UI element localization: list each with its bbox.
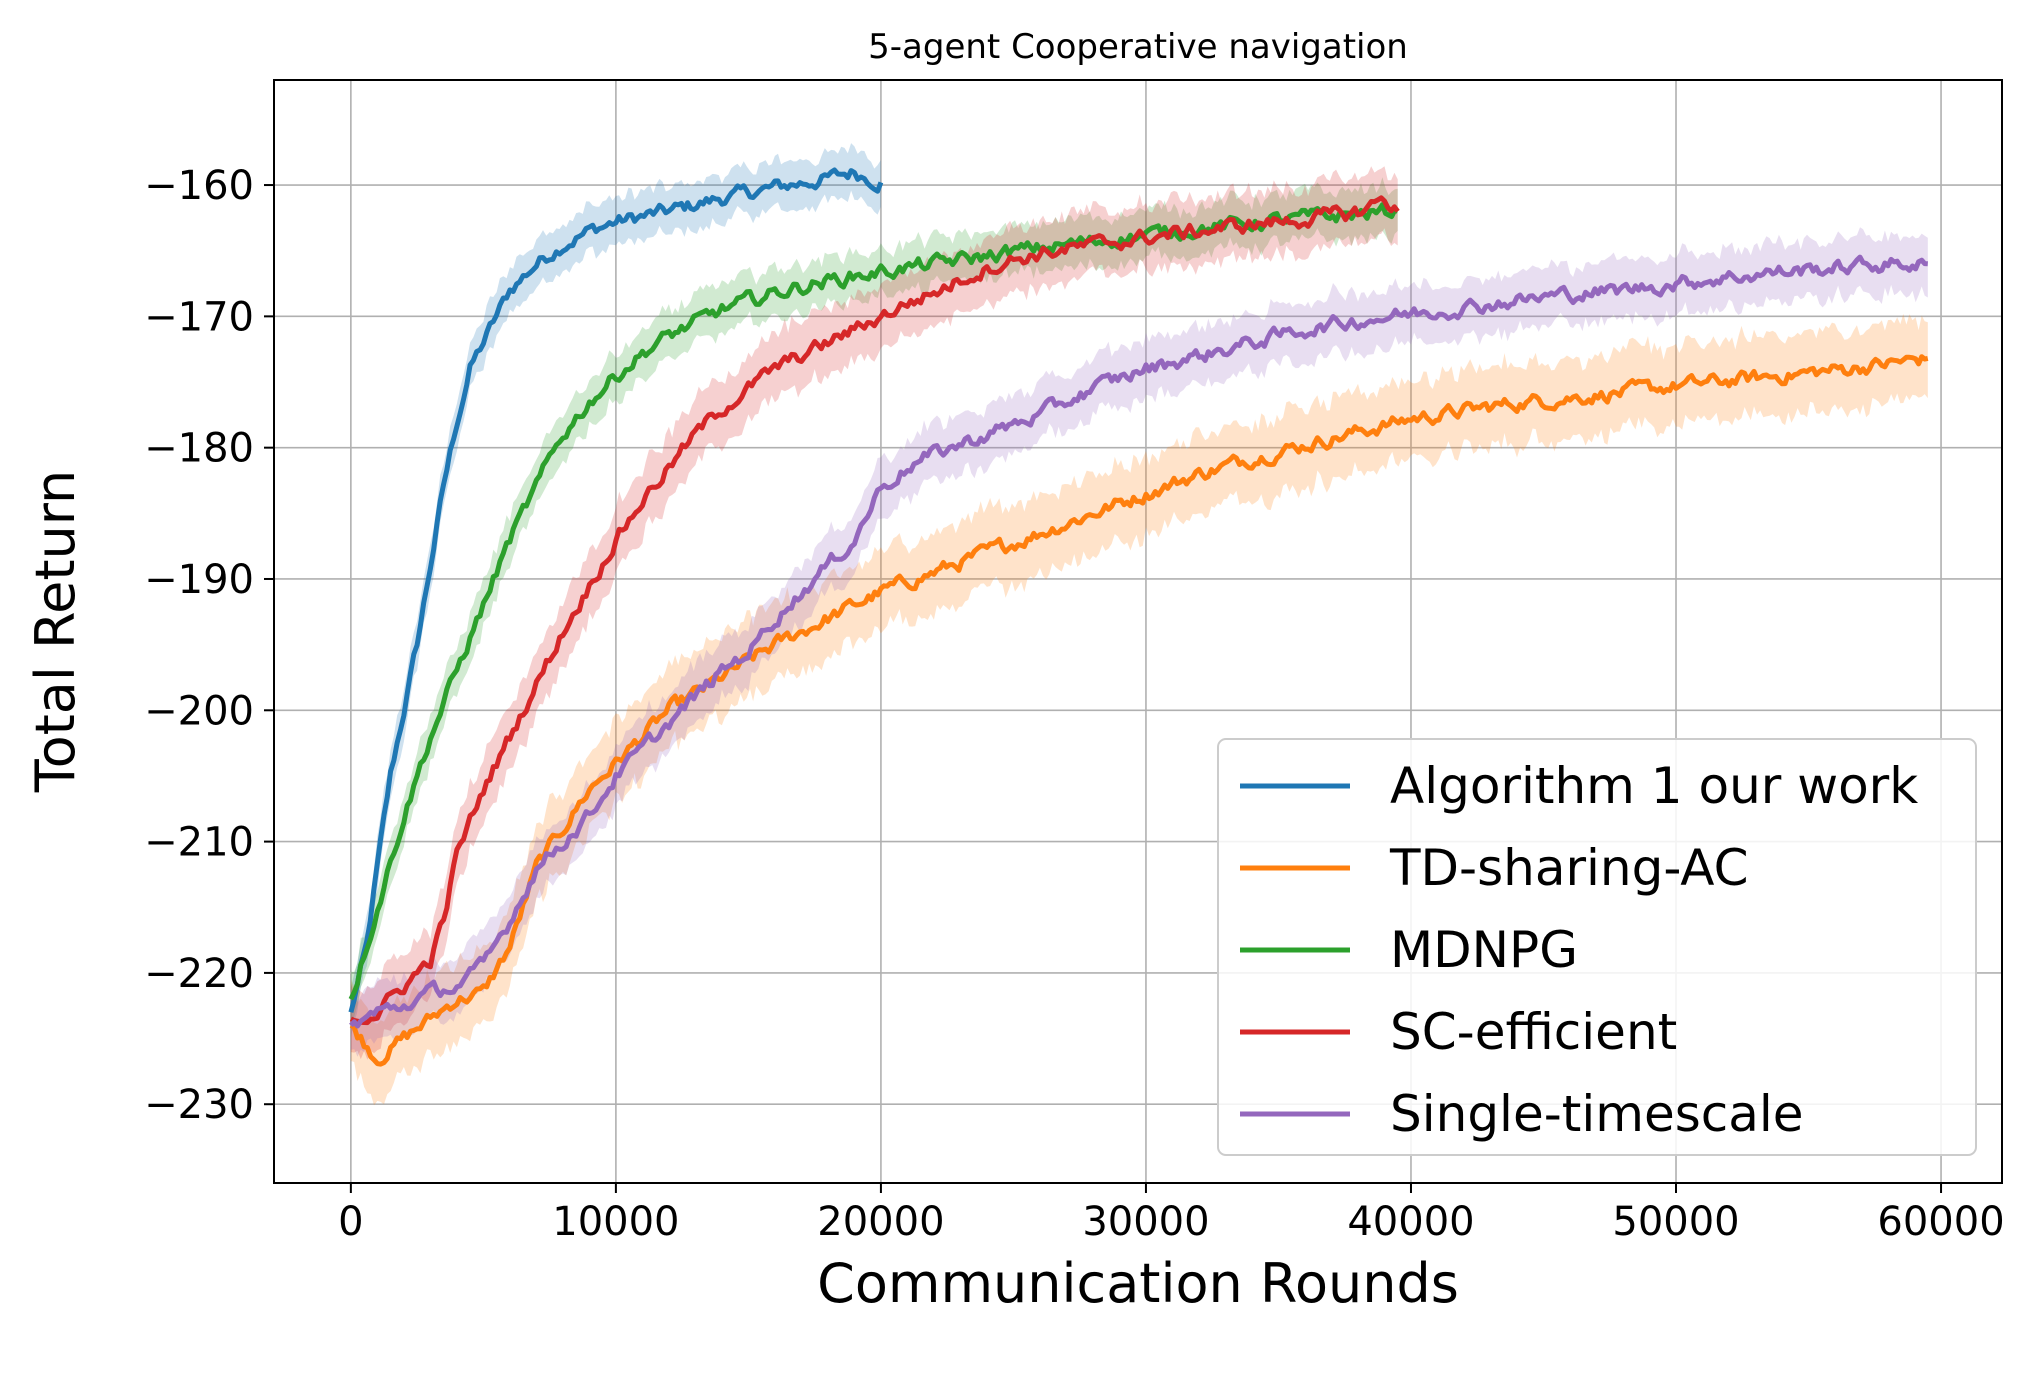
confidence-band-4 — [350, 166, 1398, 1060]
y-tick-label: −190 — [144, 557, 254, 603]
legend-label-4: SC-efficient — [1390, 1003, 1677, 1061]
series-line-1 — [348, 167, 884, 1013]
y-tick-label: −230 — [144, 1082, 254, 1128]
x-tick-label: 60000 — [1877, 1199, 2004, 1245]
series-lines — [348, 167, 1929, 1067]
legend-label-1: Algorithm 1 our work — [1390, 757, 1918, 815]
x-axis-ticks: 0 10000 20000 30000 40000 50000 60000 — [338, 1183, 2005, 1245]
x-tick-label: 50000 — [1612, 1199, 1739, 1245]
y-tick-label: −200 — [144, 688, 254, 734]
confidence-band-3 — [350, 177, 1398, 1025]
y-tick-label: −210 — [144, 820, 254, 866]
legend-label-2: TD-sharing-AC — [1389, 839, 1749, 897]
y-tick-label: −220 — [144, 951, 254, 997]
y-tick-label: −160 — [144, 163, 254, 209]
legend: Algorithm 1 our work TD-sharing-AC MDNPG SC… — [1217, 738, 1977, 1156]
legend-label-5: Single-timescale — [1390, 1085, 1804, 1143]
confidence-band-1 — [350, 143, 881, 1038]
x-tick-label: 30000 — [1082, 1199, 1209, 1245]
grid — [274, 80, 2002, 1183]
chart-title: 5-agent Cooperative navigation — [868, 27, 1408, 67]
legend-box — [1217, 738, 1977, 1156]
y-axis-ticks: −230 −220 −210 −200 −190 −180 −170 −160 — [144, 163, 274, 1128]
series-line-2 — [349, 354, 1929, 1067]
confidence-band-5 — [350, 227, 1928, 1057]
series-line-5 — [349, 254, 1928, 1029]
x-tick-label: 40000 — [1347, 1199, 1474, 1245]
y-tick-label: −180 — [144, 426, 254, 472]
legend-label-3: MDNPG — [1390, 921, 1578, 979]
x-tick-label: 20000 — [817, 1199, 944, 1245]
plot-frame — [273, 79, 2003, 1184]
series-line-4 — [349, 195, 1400, 1026]
x-axis-label: Communication Rounds — [817, 1252, 1459, 1315]
x-tick-label: 10000 — [552, 1199, 679, 1245]
y-tick-label: −170 — [144, 294, 254, 340]
y-axis-label: Total Return — [24, 470, 87, 793]
x-tick-label: 0 — [338, 1199, 363, 1245]
